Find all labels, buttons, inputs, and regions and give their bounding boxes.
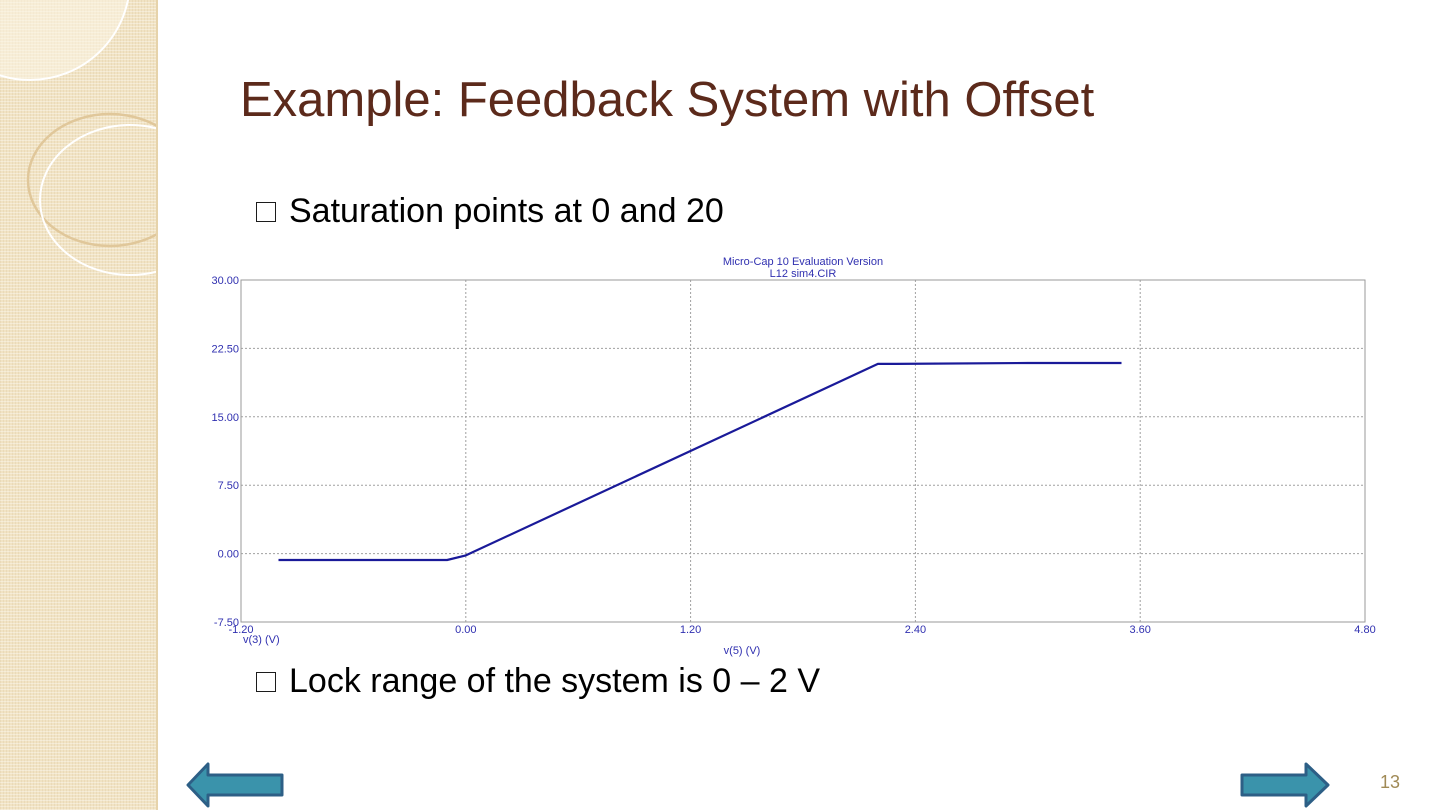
sidebar-decoration (0, 0, 158, 810)
x-tick-label: 0.00 (455, 624, 476, 636)
next-slide-button[interactable] (1240, 762, 1332, 808)
y-axis-ticks: 30.00 22.50 15.00 7.50 0.00 -7.50 (211, 275, 239, 629)
bullet-text: Saturation points at 0 and 20 (289, 192, 724, 230)
square-bullet-icon (256, 671, 276, 692)
square-bullet-icon (256, 201, 276, 222)
chart-grid (241, 280, 1365, 622)
bullet-item: Saturation points at 0 and 20 (256, 192, 724, 231)
y-tick-label: -7.50 (214, 617, 239, 629)
series-line (278, 361, 1122, 562)
chart-title: Micro-Cap 10 Evaluation Version (723, 256, 883, 268)
slide-number: 13 (1380, 772, 1401, 792)
x-tick-label: 3.60 (1129, 624, 1150, 636)
y-tick-label: 7.50 (218, 480, 239, 492)
x-axis-ticks: -1.20 0.00 1.20 2.40 3.60 4.80 (228, 624, 1375, 636)
x-tick-label: 1.20 (680, 624, 701, 636)
plot-area-frame (240, 279, 1366, 623)
x-axis-label: v(5) (V) (724, 645, 761, 657)
y-tick-label: 0.00 (218, 549, 239, 561)
y-axis-label: v(3) (V) (243, 634, 280, 646)
y-tick-label: 30.00 (211, 275, 239, 287)
y-tick-label: 15.00 (211, 412, 239, 424)
y-tick-label: 22.50 (211, 343, 239, 355)
x-tick-label: 4.80 (1354, 624, 1375, 636)
sidebar-edge (156, 0, 158, 810)
series-layer (278, 361, 1122, 562)
arrow-left-icon (186, 762, 284, 808)
bullet-item: Lock range of the system is 0 – 2 V (256, 662, 820, 701)
prev-slide-button[interactable] (186, 762, 286, 808)
x-tick-label: -1.20 (228, 624, 253, 636)
arrow-right-icon (1240, 762, 1330, 808)
chart-subtitle: L12 sim4.CIR (770, 268, 837, 280)
bullet-text: Lock range of the system is 0 – 2 V (289, 662, 821, 700)
x-tick-label: 2.40 (905, 624, 926, 636)
decorative-rings (0, 0, 158, 276)
page-title: Example: Feedback System with Offset (240, 73, 1095, 127)
